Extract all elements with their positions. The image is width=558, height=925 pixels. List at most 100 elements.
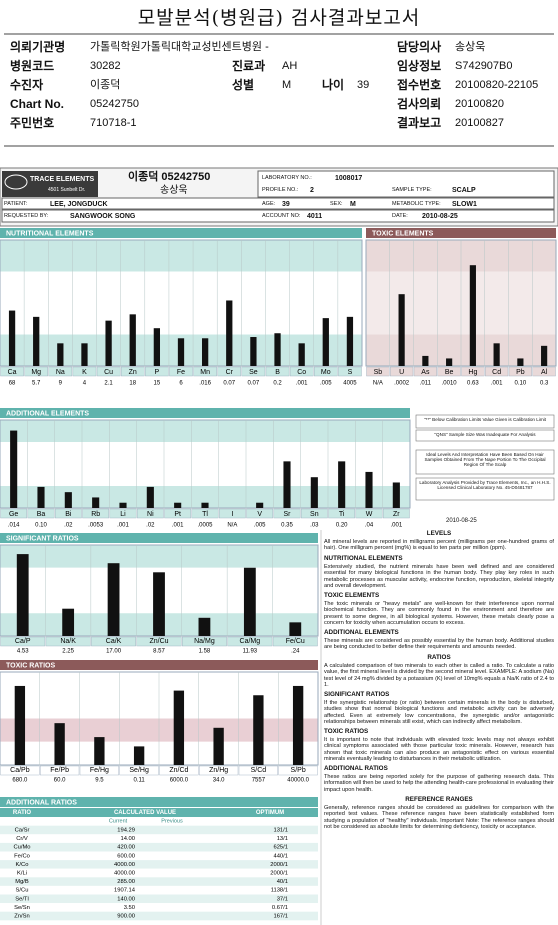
table-row bbox=[0, 860, 318, 869]
form-value: 2010-08-25 bbox=[422, 213, 458, 220]
current-value: 420.00 bbox=[117, 845, 135, 851]
field-value: 가톨릭학원가톨릭대학교성빈센트병원 - bbox=[90, 41, 269, 53]
bar bbox=[153, 572, 165, 636]
range-band bbox=[0, 420, 410, 442]
bar bbox=[250, 337, 257, 366]
current-value: 900.00 bbox=[117, 914, 135, 920]
field-label: 접수번호 bbox=[397, 78, 442, 92]
chart-header bbox=[0, 533, 318, 543]
bar bbox=[201, 502, 209, 508]
label-cell bbox=[314, 366, 338, 377]
label-cell bbox=[0, 508, 28, 519]
bar bbox=[493, 343, 500, 366]
result-value: 0.3 bbox=[540, 381, 549, 387]
category-label: Mg bbox=[31, 369, 41, 376]
result-value: .0010 bbox=[442, 381, 458, 387]
section-title: TOXIC ELEMENTS bbox=[324, 592, 380, 599]
label-cell bbox=[355, 508, 383, 519]
category-label: Fe bbox=[177, 369, 185, 376]
bar bbox=[177, 338, 185, 366]
label-cell bbox=[218, 508, 246, 519]
label-cell bbox=[0, 765, 40, 776]
range-band bbox=[0, 464, 410, 486]
category-label: Fe/Pb bbox=[50, 767, 69, 774]
section-text: Extensively studied, the nutrient minera… bbox=[324, 564, 554, 589]
chart-header bbox=[366, 228, 556, 238]
label-cell bbox=[136, 636, 182, 647]
section-text: A calculated comparison of two minerals … bbox=[324, 663, 554, 688]
bar bbox=[274, 333, 281, 366]
note-box bbox=[415, 414, 555, 429]
result-value: .001 bbox=[491, 381, 503, 387]
label-cell bbox=[413, 366, 437, 377]
label-cell bbox=[54, 508, 82, 519]
bar bbox=[392, 482, 400, 508]
bar bbox=[226, 300, 233, 366]
label-cell bbox=[164, 508, 192, 519]
label-cell bbox=[193, 366, 217, 377]
optimum-value: 440/1 bbox=[273, 853, 288, 859]
bar bbox=[365, 471, 373, 508]
label-cell bbox=[461, 366, 485, 377]
category-label: B bbox=[275, 369, 280, 376]
form-box bbox=[1, 209, 555, 223]
label-cell bbox=[241, 366, 266, 377]
field-label: 진료과 bbox=[232, 59, 266, 73]
range-band bbox=[0, 271, 362, 303]
label-cell bbox=[508, 366, 532, 377]
result-value: 0.10 bbox=[35, 523, 47, 529]
label-cell bbox=[217, 366, 242, 377]
category-label: Sb bbox=[374, 369, 383, 376]
result-value: 34.0 bbox=[213, 778, 225, 784]
label-cell bbox=[246, 508, 274, 519]
result-value: 40000.0 bbox=[287, 778, 309, 784]
label-cell bbox=[328, 508, 356, 519]
label-cell bbox=[199, 765, 239, 776]
ratio-name: Cu/Mo bbox=[13, 845, 30, 851]
ratio-name: K/Li bbox=[17, 871, 27, 877]
label-cell bbox=[109, 508, 137, 519]
category-label: Zn/Cu bbox=[149, 638, 168, 645]
label-cell bbox=[91, 636, 136, 647]
optimum-value: 40/1 bbox=[277, 879, 288, 885]
handwritten-doctor: 송상욱 bbox=[160, 185, 188, 196]
result-value: 0.10 bbox=[515, 381, 527, 387]
category-label: Zr bbox=[393, 511, 400, 518]
form-label: ACCOUNT NO: bbox=[262, 213, 301, 219]
optimum-value: 37/1 bbox=[277, 896, 288, 902]
bar bbox=[62, 608, 75, 636]
ratio-name: Fe/Co bbox=[14, 853, 30, 859]
result-value: .001 bbox=[296, 381, 308, 387]
category-label: Zn/Hg bbox=[209, 767, 228, 774]
column-header: RATIO bbox=[13, 810, 32, 816]
category-label: Ca/K bbox=[106, 638, 122, 645]
label-cell bbox=[145, 366, 169, 377]
ratio-name: Cr/V bbox=[16, 836, 28, 842]
category-label: Li bbox=[120, 511, 126, 518]
label-cell bbox=[278, 765, 318, 776]
form-value: SANGWOOK SONG bbox=[70, 213, 136, 220]
table-row bbox=[0, 825, 318, 835]
bar bbox=[64, 492, 72, 508]
bar bbox=[14, 685, 26, 765]
bar bbox=[198, 617, 211, 636]
section-title: LEVELS bbox=[426, 530, 452, 537]
category-label: Ca/P bbox=[15, 638, 31, 645]
result-value: 2.1 bbox=[104, 381, 113, 387]
bar bbox=[469, 265, 476, 366]
result-value: .04 bbox=[365, 523, 374, 529]
table-row bbox=[0, 894, 318, 904]
chart-title: SIGNIFICANT RATIOS bbox=[6, 535, 79, 542]
result-value: 5.7 bbox=[32, 381, 41, 387]
column-header: CALCULATED VALUE bbox=[114, 810, 176, 816]
bar bbox=[33, 316, 40, 366]
result-value: 17.00 bbox=[106, 649, 122, 655]
bar bbox=[146, 486, 154, 508]
label-cell bbox=[338, 366, 362, 377]
current-value: 14.00 bbox=[120, 836, 135, 842]
logo-mark bbox=[4, 174, 28, 190]
report-date: 2010-08-25 bbox=[446, 518, 477, 524]
category-label: Ni bbox=[147, 511, 154, 518]
form-label: PROFILE NO.: bbox=[262, 187, 299, 193]
optimum-value: 2000/1 bbox=[270, 862, 288, 868]
